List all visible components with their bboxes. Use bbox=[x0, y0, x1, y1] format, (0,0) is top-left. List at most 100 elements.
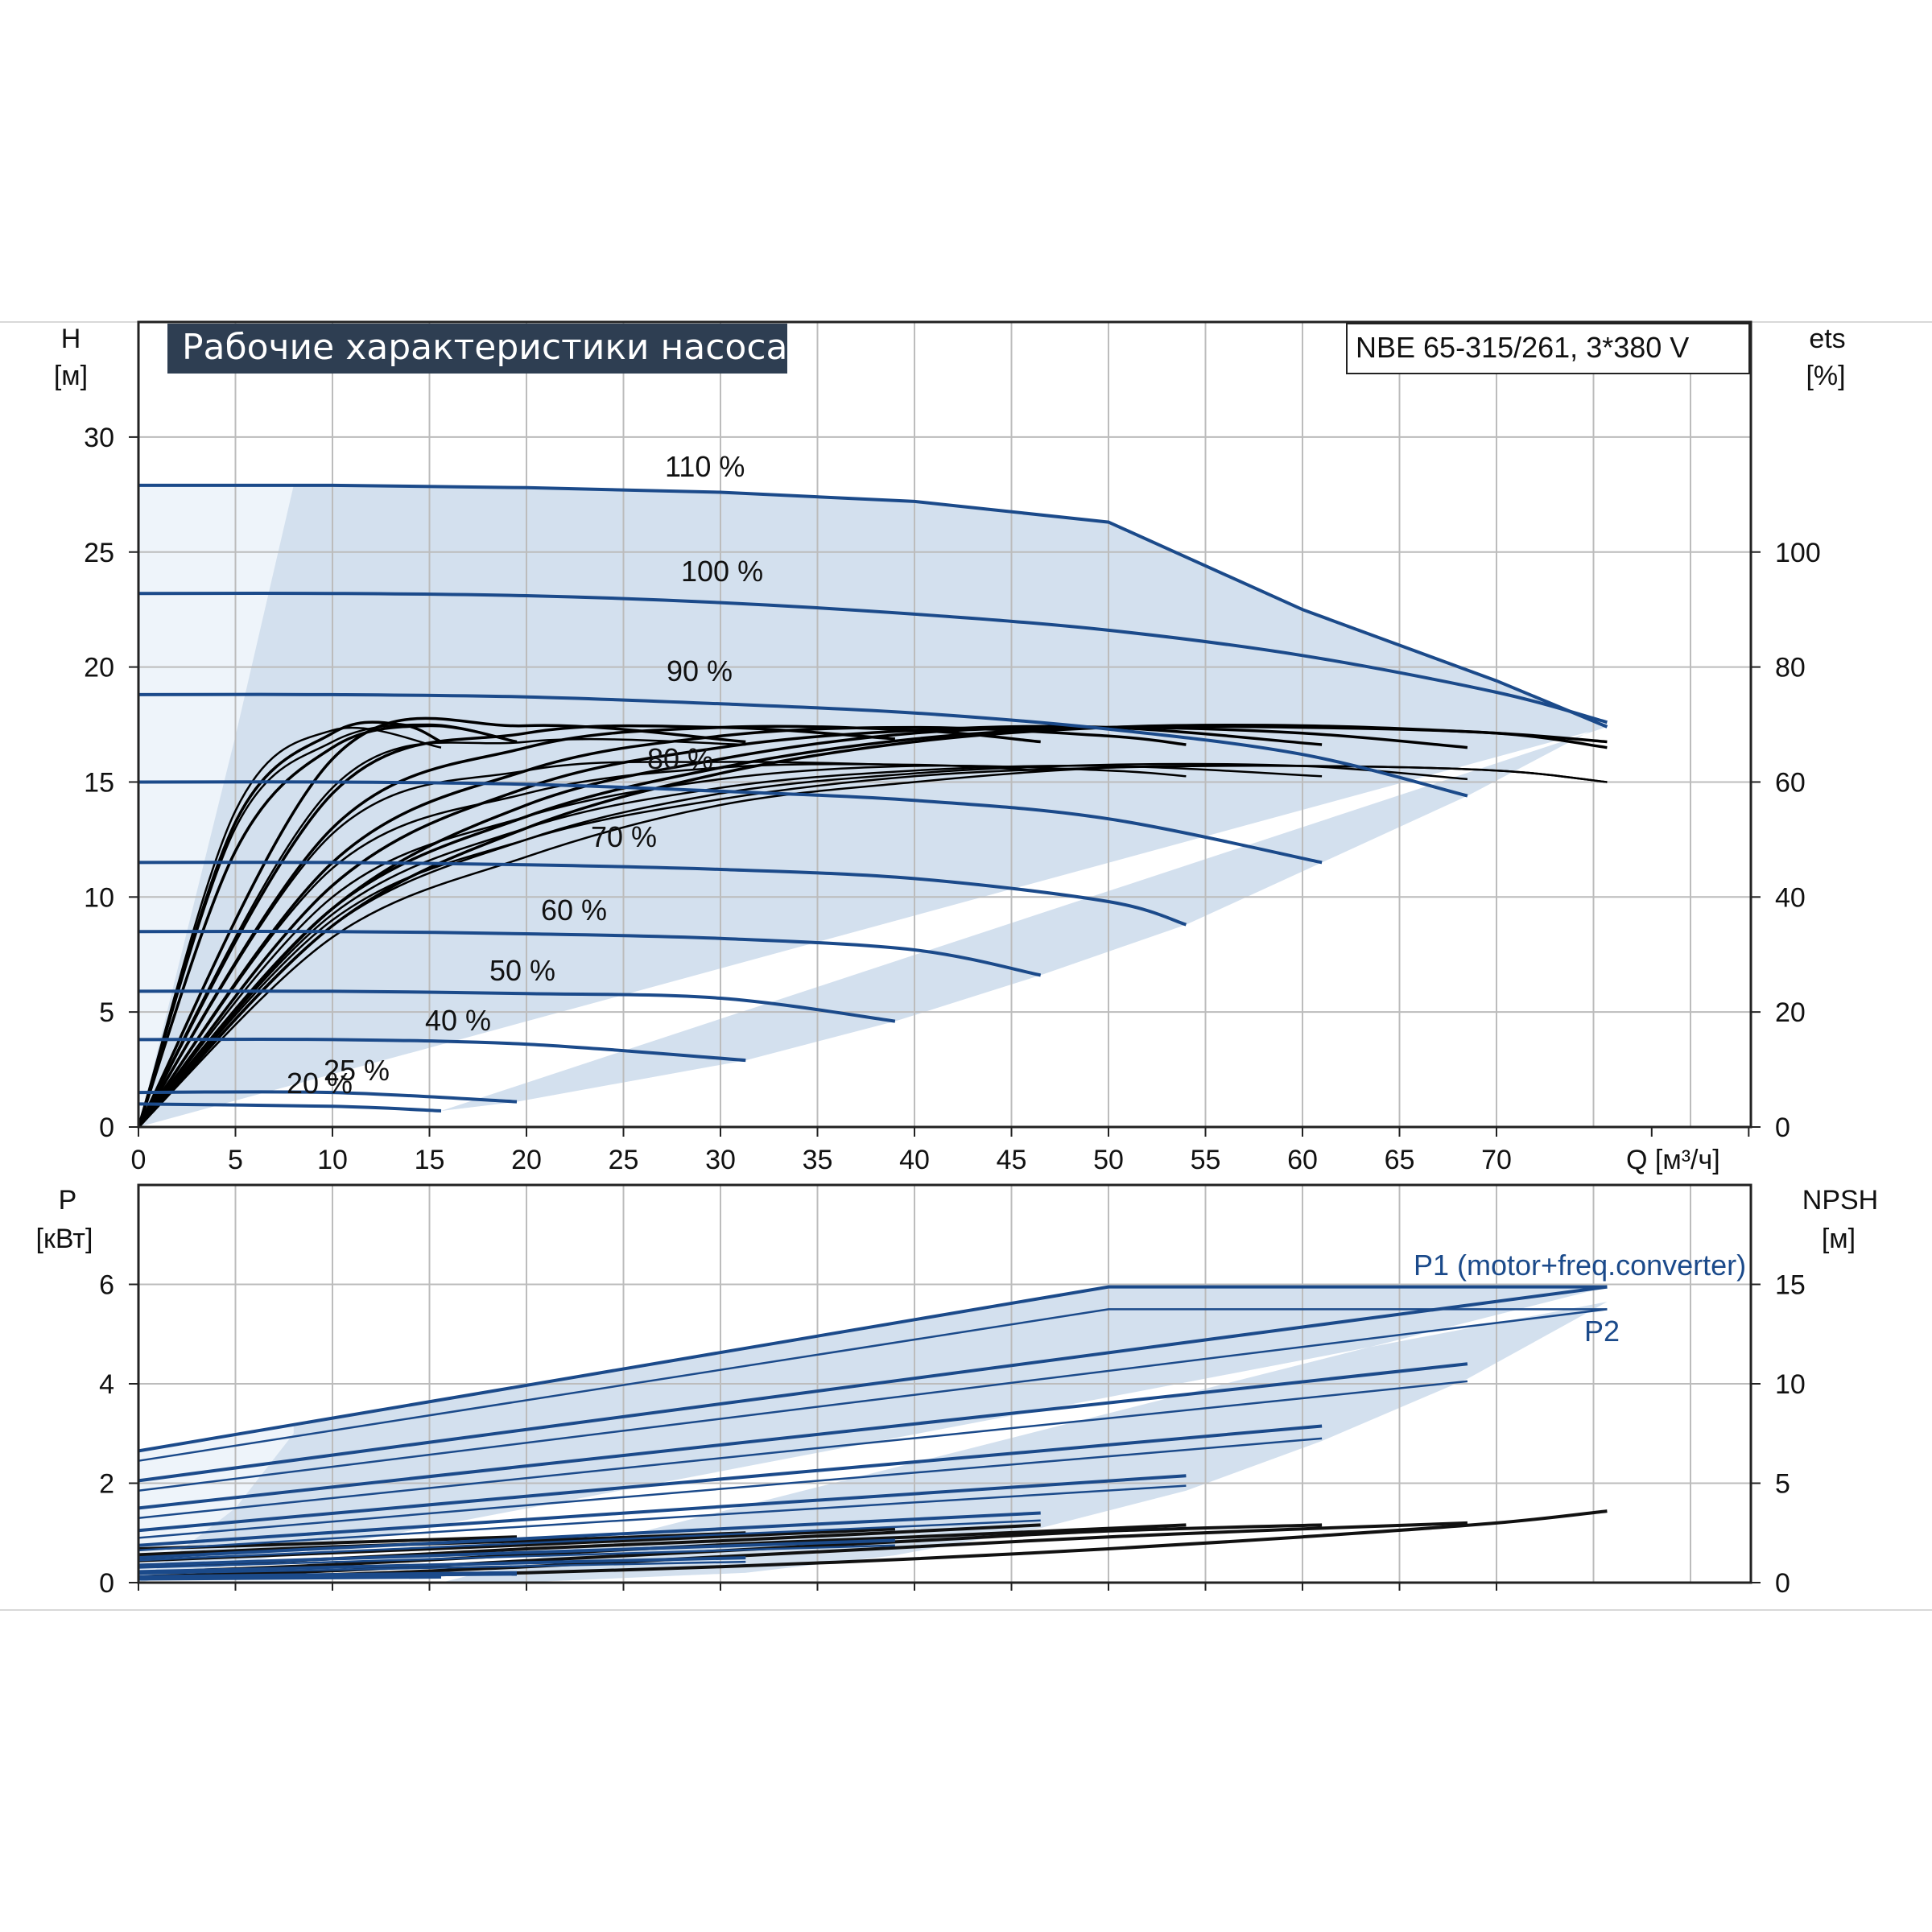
head-curve bbox=[138, 483, 1608, 729]
efficiency-curve bbox=[138, 764, 1608, 1128]
power-area-dark bbox=[138, 1286, 1608, 1583]
y-tick-label: 25 bbox=[84, 538, 114, 568]
y2-tick-label: 80 bbox=[1775, 653, 1806, 683]
p1-curve bbox=[138, 1538, 895, 1567]
x-tick-label: 20 bbox=[511, 1145, 542, 1175]
curve-label-80: 80 % bbox=[647, 742, 713, 775]
x-tick-label: 45 bbox=[997, 1145, 1027, 1175]
efficiency-curve bbox=[137, 725, 1468, 1129]
head-axis-ticks: 0 5 10 15 20 25 30 35 40 45 50 55 60 65 70 0 5 10 15 20 25 30… bbox=[84, 423, 1821, 1175]
efficiency-curve bbox=[138, 764, 1323, 1128]
x-tick-label: 70 bbox=[1481, 1145, 1512, 1175]
curve-label-60: 60 % bbox=[541, 894, 607, 927]
x-tick-label: 15 bbox=[415, 1145, 445, 1175]
npsh-tick-label: 5 bbox=[1775, 1469, 1790, 1500]
head-curve bbox=[138, 591, 1608, 724]
x-tick-label: 10 bbox=[317, 1145, 348, 1175]
power-axis-ticks: 0 2 4 6 0 5 10 15 bbox=[99, 1270, 1806, 1600]
y2-tick-label: 20 bbox=[1775, 997, 1806, 1028]
head-curves bbox=[138, 483, 1608, 1113]
curve-label-20: 20 % bbox=[287, 1067, 353, 1100]
power-chart: 0 2 4 6 0 5 10 15 P [кВт] NPSH [м] P1 (motor+fr… bbox=[36, 1183, 1878, 1600]
p2-label: P2 bbox=[1584, 1315, 1620, 1348]
flow-axis-label: Q [м³/ч] bbox=[1626, 1145, 1720, 1175]
p1-curve bbox=[138, 1285, 1608, 1453]
p1-curve bbox=[138, 1362, 1468, 1510]
y2-tick-label: 100 bbox=[1775, 538, 1821, 568]
p2-curve bbox=[138, 1380, 1468, 1519]
p2-curve bbox=[138, 1560, 746, 1575]
efficiency-curves bbox=[137, 716, 1608, 1129]
x-tick-label: 60 bbox=[1287, 1145, 1318, 1175]
head-axis-unit: [м] bbox=[54, 361, 88, 391]
head-curve bbox=[138, 692, 1468, 798]
head-curve bbox=[138, 861, 1187, 927]
x-tick-label: 25 bbox=[609, 1145, 639, 1175]
head-curve bbox=[138, 1090, 518, 1104]
p1-curve bbox=[138, 1575, 442, 1581]
p2-curve bbox=[138, 1544, 895, 1569]
power-curves bbox=[138, 1285, 1608, 1581]
p2-curve bbox=[138, 1519, 1041, 1562]
p1-curve bbox=[138, 1511, 1041, 1560]
p1-curve bbox=[138, 1474, 1187, 1547]
y2-tick-label: 60 bbox=[1775, 767, 1806, 798]
head-plot-frame bbox=[137, 320, 1752, 1129]
power-axis-unit: [кВт] bbox=[36, 1224, 93, 1254]
npsh-tick-label: 15 bbox=[1775, 1270, 1806, 1301]
curve-label-90: 90 % bbox=[667, 654, 733, 687]
power-y-tick-label: 0 bbox=[99, 1568, 114, 1599]
x-tick-label: 40 bbox=[899, 1145, 930, 1175]
y-tick-label: 30 bbox=[84, 423, 114, 453]
p1-label: P1 (motor+freq.converter) bbox=[1414, 1249, 1746, 1282]
x-tick-label: 50 bbox=[1093, 1145, 1124, 1175]
head-curve bbox=[138, 929, 1042, 977]
efficiency-curve bbox=[137, 724, 896, 1128]
x-tick-label: 0 bbox=[131, 1145, 147, 1175]
efficiency-curve bbox=[137, 716, 746, 1128]
model-label: NBE 65-315/261, 3*380 V bbox=[1356, 331, 1689, 364]
p1-curve bbox=[138, 1424, 1323, 1533]
power-grid bbox=[138, 1185, 1751, 1583]
p1-curve bbox=[138, 1556, 746, 1574]
curve-label-110: 110 % bbox=[665, 450, 745, 483]
x-tick-label: 65 bbox=[1385, 1145, 1415, 1175]
head-curve bbox=[138, 989, 896, 1023]
head-curve bbox=[138, 780, 1323, 865]
efficiency-curve bbox=[137, 725, 1187, 1129]
p2-curve bbox=[138, 1484, 1187, 1552]
p1-curve bbox=[138, 1571, 518, 1579]
curve-label-70: 70 % bbox=[591, 820, 657, 853]
head-axis-label: H bbox=[61, 324, 81, 354]
efficiency-curve bbox=[137, 724, 518, 1128]
curve-label-40: 40 % bbox=[425, 1004, 491, 1037]
x-tick-label: 30 bbox=[705, 1145, 736, 1175]
efficiency-curve bbox=[137, 724, 1608, 1129]
efficiency-curve bbox=[137, 737, 746, 1128]
p2-curve bbox=[138, 1308, 1608, 1492]
efficiency-axis-unit: [%] bbox=[1806, 361, 1845, 391]
y-tick-label: 10 bbox=[84, 882, 114, 913]
power-y-tick-label: 4 bbox=[99, 1369, 114, 1400]
y-tick-label: 15 bbox=[84, 767, 114, 798]
p1-curve bbox=[138, 1285, 1608, 1483]
x-tick-label: 35 bbox=[803, 1145, 833, 1175]
x-tick-label: 5 bbox=[228, 1145, 243, 1175]
efficiency-axis-label: ets bbox=[1809, 324, 1845, 354]
curve-label-100: 100 % bbox=[681, 555, 763, 588]
head-curve bbox=[138, 1102, 442, 1113]
y-tick-label: 20 bbox=[84, 653, 114, 683]
power-y-tick-label: 6 bbox=[99, 1270, 114, 1301]
power-y-tick-label: 2 bbox=[99, 1469, 114, 1500]
y-tick-label: 5 bbox=[99, 997, 114, 1028]
power-axis-label: P bbox=[59, 1185, 77, 1216]
chart-title: Рабочие характеристики насоса bbox=[182, 327, 787, 368]
x-tick-label: 55 bbox=[1191, 1145, 1221, 1175]
power-operating-area bbox=[138, 1286, 1608, 1583]
y-tick-label: 0 bbox=[99, 1113, 114, 1143]
head-chart: 0 5 10 15 20 25 30 35 40 45 50 55 60 65 70 0 5 10 15 20 25 30… bbox=[54, 320, 1846, 1175]
npsh-tick-label: 10 bbox=[1775, 1369, 1806, 1400]
p2-curve bbox=[138, 1437, 1323, 1539]
efficiency-curve bbox=[137, 724, 1041, 1128]
